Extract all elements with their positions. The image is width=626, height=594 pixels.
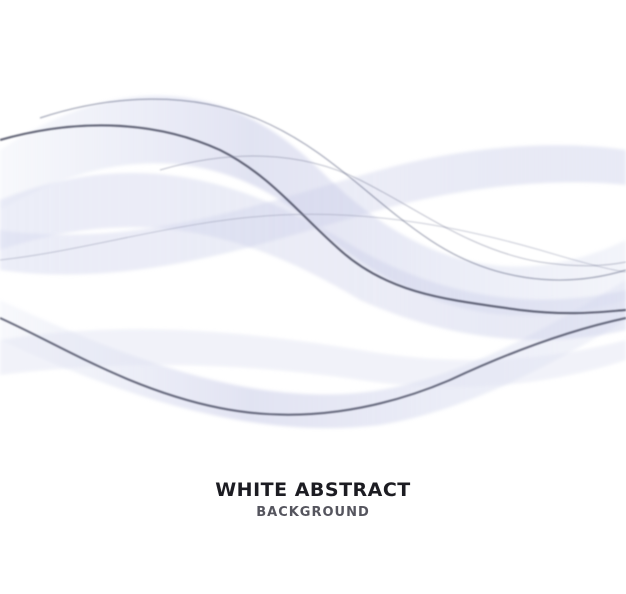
wave-line [159, 155, 626, 267]
wave-line [0, 317, 626, 416]
headline: WHITE ABSTRACT BACKGROUND [0, 478, 626, 522]
wave-ribbon [0, 329, 626, 388]
headline-title: WHITE ABSTRACT [215, 479, 411, 501]
wave-line [0, 124, 626, 315]
wave-ribbon [0, 172, 626, 340]
wave-ribbon [0, 145, 626, 275]
headline-subtitle: BACKGROUND [256, 505, 370, 520]
wave-line [0, 213, 626, 273]
wave-line [39, 98, 626, 281]
